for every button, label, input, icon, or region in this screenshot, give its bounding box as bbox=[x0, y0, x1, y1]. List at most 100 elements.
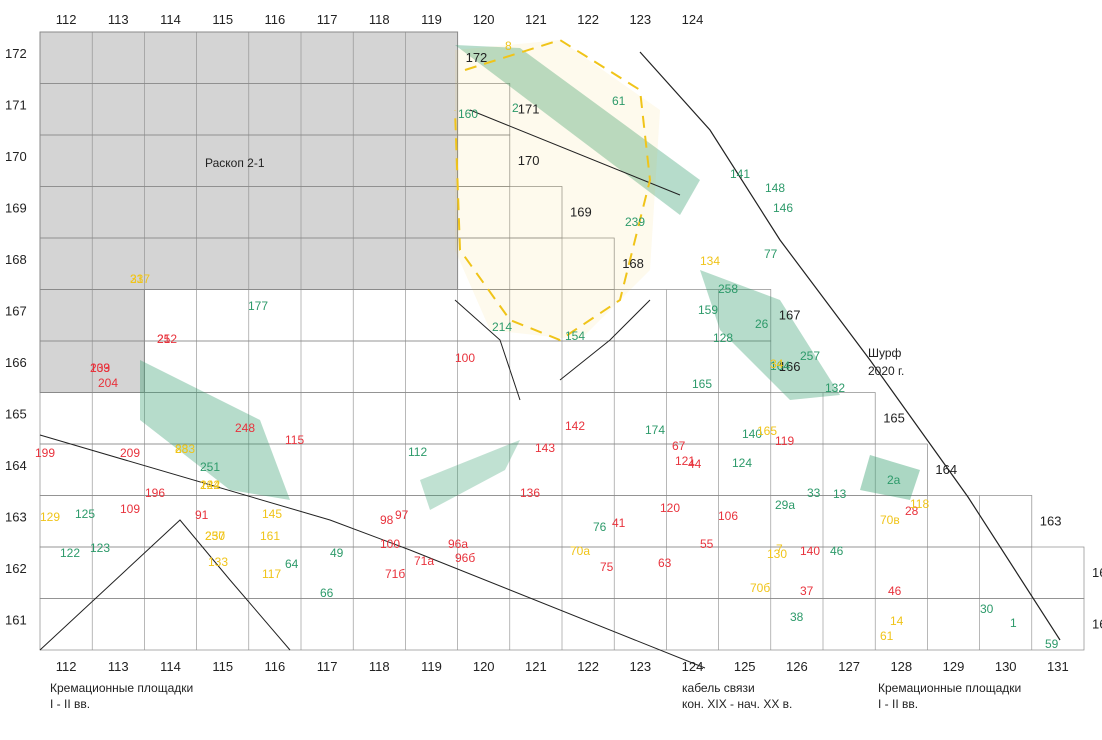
feature-label-green: 123 bbox=[90, 541, 110, 555]
feature-label-green: 30 bbox=[980, 602, 994, 616]
feature-label-yellow: 61 bbox=[880, 629, 894, 643]
x-tick-top: 122 bbox=[577, 12, 599, 27]
feature-label-red: 46 bbox=[888, 584, 902, 598]
feature-label-green: 77 bbox=[764, 247, 778, 261]
feature-label-red: 136 bbox=[520, 486, 540, 500]
y-tick-left: 172 bbox=[5, 46, 27, 61]
y-tick-right: 169 bbox=[570, 204, 592, 219]
cable-label-line2: кон. XIX - нач. XX в. bbox=[682, 697, 792, 711]
feature-label-red: 55 bbox=[700, 537, 714, 551]
pit-label-line2: 2020 г. bbox=[868, 364, 904, 378]
cable-label-line1: кабель связи bbox=[682, 681, 755, 695]
feature-label-red: 71a bbox=[414, 554, 434, 568]
y-tick-right: 164 bbox=[935, 462, 957, 477]
feature-label-red: 100 bbox=[455, 351, 475, 365]
feature-label-yellow: 129 bbox=[40, 510, 60, 524]
feature-label-green: 132 bbox=[825, 381, 845, 395]
green-2a bbox=[860, 455, 920, 500]
feature-label-yellow: 117 bbox=[262, 567, 281, 581]
x-tick-top: 116 bbox=[265, 12, 286, 27]
feature-label-red: 204 bbox=[98, 376, 118, 390]
feature-label-red: 37 bbox=[800, 584, 814, 598]
y-tick-left: 162 bbox=[5, 561, 27, 576]
y-tick-left: 164 bbox=[5, 458, 27, 473]
x-tick-bottom: 113 bbox=[108, 659, 129, 674]
feature-label-yellow: 145 bbox=[262, 507, 282, 521]
feature-overlays bbox=[140, 40, 920, 510]
feature-label-green: 76 bbox=[593, 520, 607, 534]
feature-label-yellow: 230 bbox=[205, 529, 225, 543]
cut-line bbox=[469, 109, 681, 196]
x-tick-top: 115 bbox=[212, 12, 233, 27]
boundary-lines bbox=[39, 38, 1061, 669]
feature-label-red: 106 bbox=[718, 509, 738, 523]
feature-label-yellow: 130 bbox=[767, 547, 787, 561]
boundary-line-a bbox=[454, 299, 521, 401]
feature-label-red: 139 bbox=[90, 361, 110, 375]
feature-label-green: 2a bbox=[887, 473, 901, 487]
feature-label-red: 96a bbox=[448, 537, 468, 551]
feature-label-yellow: 144 bbox=[200, 478, 220, 492]
y-tick-right: 170 bbox=[518, 153, 540, 168]
x-tick-top: 120 bbox=[473, 12, 495, 27]
feature-label-red: 109 bbox=[120, 502, 140, 516]
feature-label-green: 2 bbox=[512, 101, 519, 115]
feature-label-yellow: 233 bbox=[175, 442, 195, 456]
boundary-line-c bbox=[39, 519, 291, 651]
y-tick-left: 168 bbox=[5, 252, 27, 267]
feature-label-red: 91 bbox=[195, 508, 209, 522]
green-strip-2 bbox=[455, 45, 700, 215]
feature-label-red: 203 bbox=[90, 361, 110, 375]
feature-label-red: 71б bbox=[385, 567, 405, 581]
x-tick-bottom: 129 bbox=[943, 659, 965, 674]
feature-label-green: 257 bbox=[800, 349, 820, 363]
cremation-label-left-line2: I - II вв. bbox=[50, 697, 90, 711]
yellow-zone-222 bbox=[455, 40, 660, 340]
feature-label-green: 140 bbox=[742, 427, 762, 441]
y-tick-left: 165 bbox=[5, 406, 27, 421]
x-tick-bottom: 120 bbox=[473, 659, 495, 674]
x-tick-bottom: 128 bbox=[890, 659, 912, 674]
x-tick-bottom: 126 bbox=[786, 659, 808, 674]
green-strip-left bbox=[140, 360, 290, 500]
feature-label-yellow: 88 bbox=[175, 442, 189, 456]
boundary-line-b bbox=[559, 299, 651, 381]
feature-label-green: 29a bbox=[775, 498, 795, 512]
feature-label-yellow: 70б bbox=[750, 581, 770, 595]
y-tick-left: 167 bbox=[5, 303, 27, 318]
feature-label-yellow: 165 bbox=[757, 424, 777, 438]
x-tick-top: 119 bbox=[421, 12, 442, 27]
yellow-dashed-zone bbox=[454, 38, 652, 342]
feature-label-red: 44 bbox=[688, 457, 702, 471]
feature-label-red: 75 bbox=[600, 560, 614, 574]
feature-label-yellow: 133 bbox=[208, 555, 228, 569]
feature-label-red: 209 bbox=[120, 446, 140, 460]
x-tick-top: 112 bbox=[56, 12, 77, 27]
feature-label-red: 115 bbox=[285, 433, 304, 447]
x-tick-bottom: 122 bbox=[577, 659, 599, 674]
cable-line bbox=[39, 434, 706, 669]
feature-label-yellow: 161 bbox=[260, 529, 280, 543]
y-tick-left: 161 bbox=[5, 612, 27, 627]
x-tick-bottom: 127 bbox=[838, 659, 860, 674]
y-tick-right: 163 bbox=[1040, 513, 1062, 528]
feature-label-green: 122 bbox=[60, 546, 80, 560]
feature-label-green: 124 bbox=[732, 456, 752, 470]
x-tick-bottom: 124 bbox=[682, 659, 704, 674]
feature-label-yellow: 134 bbox=[700, 254, 720, 268]
feature-label-red: 142 bbox=[565, 419, 585, 433]
x-tick-bottom: 117 bbox=[317, 659, 338, 674]
feature-label-green: 38 bbox=[790, 610, 804, 624]
x-tick-top: 114 bbox=[160, 12, 181, 27]
feature-label-green: 251 bbox=[200, 460, 220, 474]
feature-label-green: 146 bbox=[773, 201, 793, 215]
feature-label-green: 125 bbox=[75, 507, 95, 521]
feature-label-green: 148 bbox=[765, 181, 785, 195]
x-tick-bottom: 112 bbox=[56, 659, 77, 674]
feature-label-red: 97 bbox=[395, 508, 409, 522]
feature-label-green: 13 bbox=[833, 487, 847, 501]
x-tick-bottom: 130 bbox=[995, 659, 1017, 674]
feature-label-yellow: 222 bbox=[200, 478, 220, 492]
